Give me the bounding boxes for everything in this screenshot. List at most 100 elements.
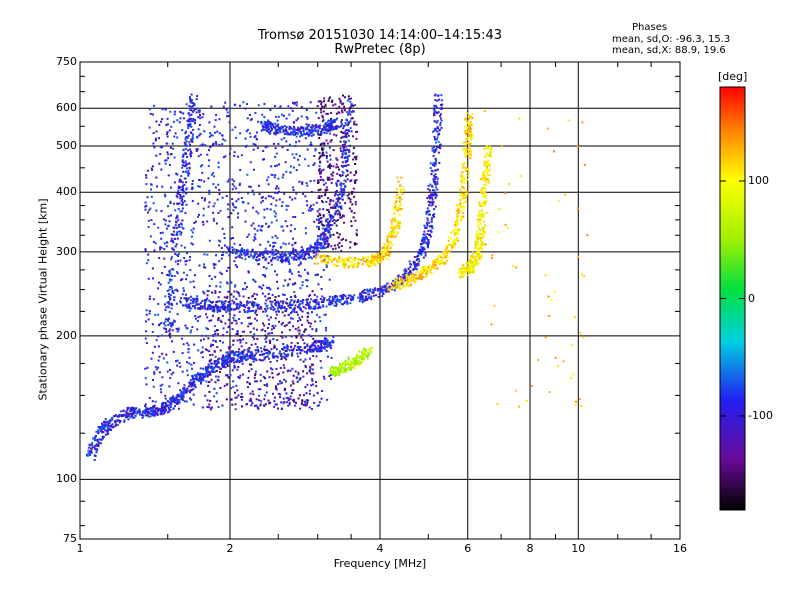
data-point (154, 400, 157, 403)
data-point (173, 113, 176, 116)
data-point (176, 313, 179, 316)
data-point (463, 166, 466, 169)
data-point (224, 101, 227, 104)
data-point (413, 261, 416, 264)
data-point (206, 294, 209, 297)
data-point (183, 388, 186, 391)
data-point (305, 303, 308, 306)
data-point (440, 106, 443, 109)
data-point (192, 137, 195, 140)
data-point (346, 178, 349, 181)
data-point (284, 335, 287, 338)
data-point (333, 222, 336, 225)
data-point (228, 353, 231, 356)
data-point (427, 210, 430, 213)
data-point (288, 113, 291, 116)
data-point (404, 273, 407, 276)
data-point (274, 304, 277, 307)
data-point (277, 306, 280, 309)
data-point (249, 253, 252, 256)
data-point (212, 339, 215, 342)
data-point (283, 252, 286, 255)
data-point (344, 202, 347, 205)
data-point (291, 303, 294, 306)
data-point (177, 252, 180, 255)
data-point (166, 361, 169, 364)
data-point (341, 174, 344, 177)
data-point (87, 446, 90, 449)
data-point (259, 379, 262, 382)
data-point (210, 173, 213, 176)
data-point (219, 339, 222, 342)
data-point (323, 194, 326, 197)
data-point (194, 220, 197, 223)
data-point (193, 306, 196, 309)
data-point (274, 126, 277, 129)
data-point (280, 225, 283, 228)
data-point (315, 251, 318, 254)
data-point (338, 233, 341, 236)
data-point (238, 182, 241, 185)
data-point (319, 320, 322, 323)
data-point (291, 351, 294, 354)
data-point (308, 389, 311, 392)
data-point (168, 270, 171, 273)
data-point (323, 144, 326, 147)
data-point (265, 127, 268, 130)
data-point (236, 389, 239, 392)
data-point (313, 220, 316, 223)
data-point (138, 410, 141, 413)
data-point (340, 125, 343, 128)
data-point (185, 130, 188, 133)
data-point (211, 291, 214, 294)
data-point (183, 200, 186, 203)
data-point (344, 239, 347, 242)
data-point (251, 248, 254, 251)
data-point (233, 185, 236, 188)
data-point (354, 243, 357, 246)
data-point (463, 205, 466, 208)
data-point (307, 247, 310, 250)
data-point (402, 281, 405, 284)
data-point (170, 146, 173, 149)
data-point (228, 364, 231, 367)
data-point (302, 257, 305, 260)
data-point (140, 413, 143, 416)
data-point (228, 304, 231, 307)
data-point (440, 126, 443, 129)
data-point (253, 136, 256, 139)
data-point (199, 117, 202, 120)
data-point (311, 363, 314, 366)
data-point (434, 98, 437, 101)
data-point (435, 161, 438, 164)
data-point (323, 258, 326, 261)
data-point (219, 240, 222, 243)
data-point (315, 201, 318, 204)
data-point (305, 399, 308, 402)
data-point (302, 130, 305, 133)
data-point (218, 244, 221, 247)
data-point (435, 121, 438, 124)
data-point (309, 131, 312, 134)
data-point (291, 153, 294, 156)
data-point (317, 307, 320, 310)
data-point (264, 124, 267, 127)
data-point (228, 178, 231, 181)
data-point (322, 298, 325, 301)
data-point (279, 300, 282, 303)
data-point (164, 397, 167, 400)
data-point (90, 447, 93, 450)
data-point (208, 159, 211, 162)
data-point (283, 125, 286, 128)
data-point (343, 105, 346, 108)
data-point (224, 139, 227, 142)
data-point (231, 351, 234, 354)
data-point (159, 246, 162, 249)
data-point (148, 126, 151, 129)
data-point (273, 307, 276, 310)
data-point (214, 325, 217, 328)
data-point (174, 209, 177, 212)
data-point (244, 145, 247, 148)
data-point (270, 221, 273, 224)
data-point (183, 165, 186, 168)
